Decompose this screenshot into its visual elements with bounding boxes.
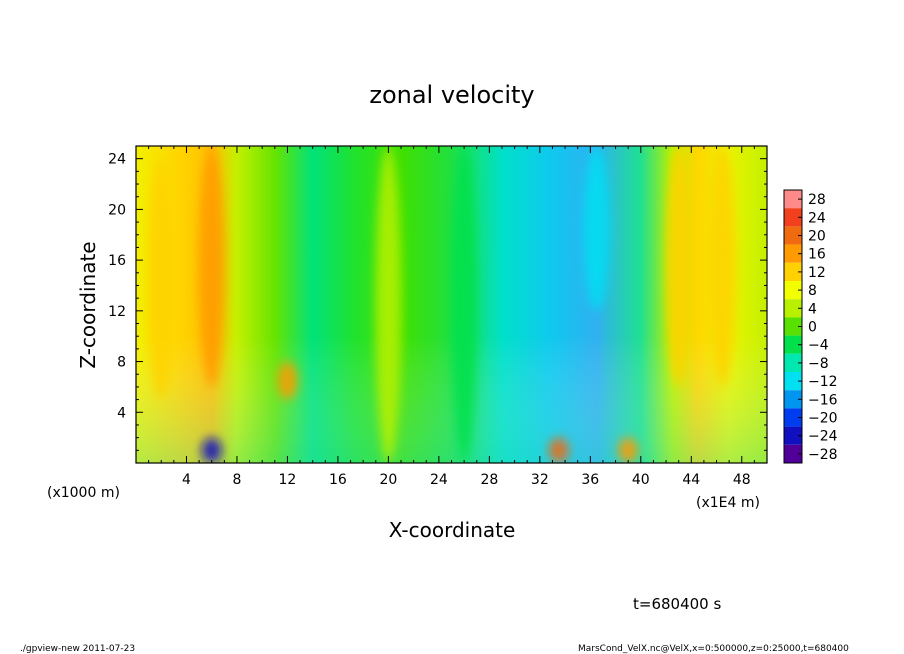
colorbar-swatch (784, 390, 802, 409)
heatmap-feature-5 (583, 146, 610, 311)
colorbar-label: 12 (808, 265, 826, 281)
colorbar-swatch (784, 226, 802, 245)
colorbar: 28 24 20 16 12 8 4 0 −4 −8 −12 −16 −20 −24 −28 (783, 189, 838, 464)
colorbar-swatch (784, 299, 802, 318)
colorbar-label: −8 (808, 356, 829, 372)
colorbar-label: −24 (808, 429, 838, 445)
colorbar-swatch (784, 372, 802, 391)
colorbar-swatch (784, 353, 802, 372)
heatmap-feature-0 (148, 158, 175, 400)
x-axis: 4 8 12 16 20 24 28 32 36 40 44 48 (148, 146, 755, 488)
colorbar-swatch (784, 426, 802, 445)
colorbar-swatch (784, 244, 802, 263)
heatmap-feature-8 (201, 437, 222, 463)
x-tick-label: 48 (733, 472, 751, 488)
x-tick-label: 20 (379, 472, 397, 488)
heatmap-feature-7 (709, 146, 736, 387)
colorbar-swatch (784, 262, 802, 281)
x-tick-label: 44 (682, 472, 700, 488)
x-tick-label: 16 (329, 472, 347, 488)
time-annotation: t=680400 s (633, 595, 721, 613)
x-tick-label: 24 (430, 472, 448, 488)
x-tick-label: 28 (480, 472, 498, 488)
colorbar-label: 20 (808, 229, 826, 245)
heatmap-feature-4 (451, 146, 478, 463)
heatmap-feature-1 (198, 146, 225, 387)
colorbar-label: −16 (808, 392, 838, 408)
x-tick-label: 40 (632, 472, 650, 488)
colorbar-swatch (784, 335, 802, 354)
heatmap-feature-3 (375, 146, 402, 463)
heatmap-feature-6 (665, 146, 692, 387)
colorbar-label: −4 (808, 338, 829, 354)
colorbar-swatch (784, 190, 802, 209)
colorbar-label: 24 (808, 210, 826, 226)
x-unit-note: (x1E4 m) (696, 495, 760, 511)
x-tick-label: 4 (182, 472, 191, 488)
y-tick-label: 8 (117, 355, 126, 371)
y-tick-label: 20 (108, 202, 126, 218)
colorbar-label: −28 (808, 447, 838, 463)
x-tick-label: 36 (581, 472, 599, 488)
colorbar-label: 8 (808, 283, 817, 299)
y-tick-label: 24 (108, 152, 126, 168)
x-tick-label: 32 (531, 472, 549, 488)
heatmap-feature-10 (618, 437, 639, 463)
y-tick-label: 4 (117, 405, 126, 421)
y-tick-label: 12 (108, 304, 126, 320)
footer-left: ./gpview-new 2011-07-23 (20, 644, 135, 654)
x-tick-label: 8 (232, 472, 241, 488)
heatmap-field (136, 146, 767, 463)
heatmap-feature-2 (277, 361, 298, 400)
x-tick-label: 12 (279, 472, 297, 488)
x-axis-label: X-coordinate (389, 518, 516, 542)
colorbar-swatch (784, 281, 802, 300)
footer-right: MarsCond_VelX.nc@VelX,x=0:500000,z=0:250… (578, 644, 849, 654)
colorbar-label: −20 (808, 411, 838, 427)
colorbar-swatch (784, 444, 802, 463)
colorbar-swatch (784, 317, 802, 336)
y-axis-label: Z-coordinate (76, 241, 100, 368)
colorbar-swatch (784, 208, 802, 227)
colorbar-label: 4 (808, 301, 817, 317)
chart-title: zonal velocity (369, 81, 534, 109)
colorbar-swatch (784, 408, 802, 427)
y-unit-note: (x1000 m) (47, 485, 120, 501)
y-tick-label: 16 (108, 253, 126, 269)
colorbar-label: 0 (808, 320, 817, 336)
heatmap-feature-9 (548, 437, 569, 463)
colorbar-label: 28 (808, 192, 826, 208)
colorbar-label: 16 (808, 247, 826, 263)
colorbar-label: −12 (808, 374, 838, 390)
y-axis: 4 8 12 16 20 24 (108, 152, 767, 451)
